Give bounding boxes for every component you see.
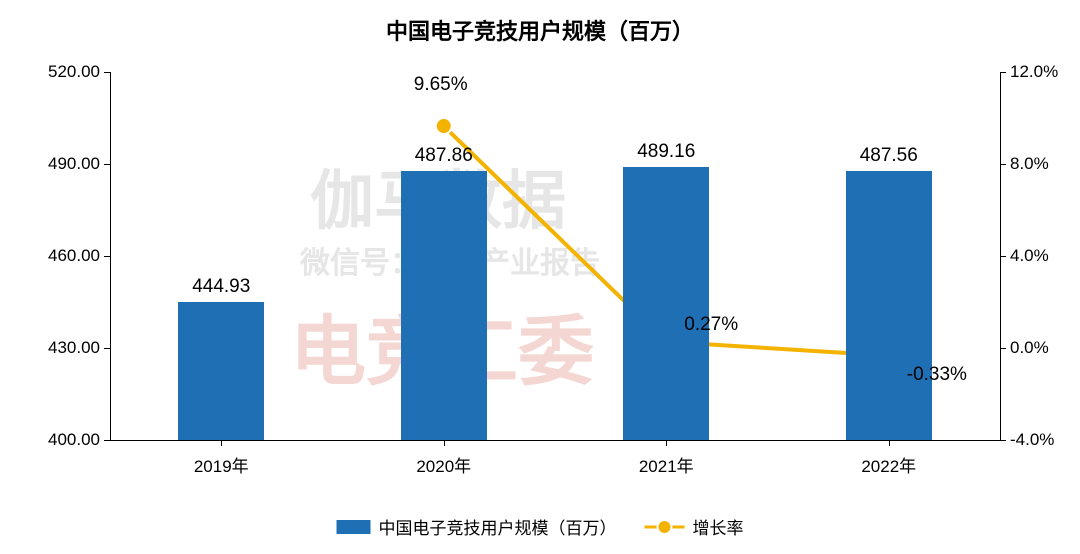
y-left-label: 490.00 bbox=[20, 154, 100, 174]
legend-swatch-line bbox=[645, 520, 685, 534]
y-right-label: -4.0% bbox=[1010, 430, 1080, 450]
bar bbox=[178, 302, 264, 440]
x-category-label: 2021年 bbox=[639, 452, 694, 477]
bar-value-label: 487.86 bbox=[415, 145, 473, 167]
growth-label: 9.65% bbox=[414, 74, 468, 96]
x-category-label: 2022年 bbox=[861, 452, 916, 477]
legend-swatch-bar bbox=[337, 520, 371, 534]
growth-label: 0.27% bbox=[684, 314, 738, 336]
bar bbox=[846, 171, 932, 440]
y-left-label: 400.00 bbox=[20, 430, 100, 450]
legend-item-bars: 中国电子竞技用户规模（百万） bbox=[337, 514, 617, 539]
bar bbox=[401, 171, 487, 440]
y-right-label: 4.0% bbox=[1010, 246, 1080, 266]
y-left-label: 460.00 bbox=[20, 246, 100, 266]
y-right-label: 8.0% bbox=[1010, 154, 1080, 174]
legend-item-line: 增长率 bbox=[645, 514, 744, 539]
chart-stage: { "title": {"text": "中国电子竞技用户规模（百万）", "f… bbox=[0, 0, 1080, 554]
x-category-label: 2020年 bbox=[416, 452, 471, 477]
bar-value-label: 487.56 bbox=[860, 145, 918, 167]
bar-value-label: 489.16 bbox=[637, 141, 695, 163]
growth-label: -0.33% bbox=[907, 364, 967, 386]
y-right-label: 0.0% bbox=[1010, 338, 1080, 358]
y-right-label: 12.0% bbox=[1010, 62, 1080, 82]
legend-label-bars: 中国电子竞技用户规模（百万） bbox=[379, 514, 617, 539]
legend-label-line: 增长率 bbox=[693, 514, 744, 539]
y-left-label: 520.00 bbox=[20, 62, 100, 82]
bar-value-label: 444.93 bbox=[192, 276, 250, 298]
x-category-label: 2019年 bbox=[194, 452, 249, 477]
y-left-label: 430.00 bbox=[20, 338, 100, 358]
bar bbox=[623, 167, 709, 440]
legend: 中国电子竞技用户规模（百万） 增长率 bbox=[337, 514, 744, 539]
